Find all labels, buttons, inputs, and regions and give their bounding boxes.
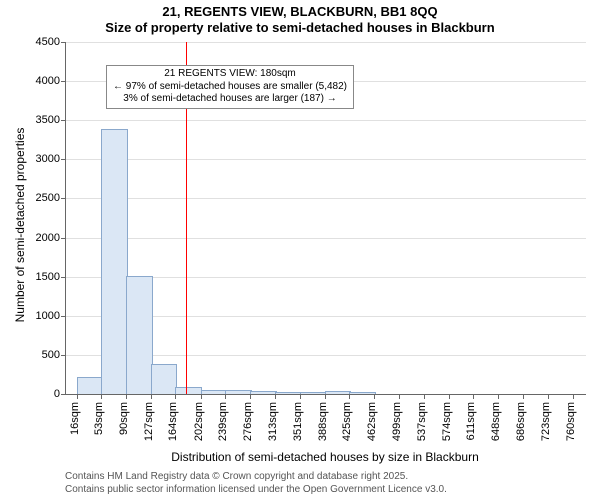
xtick-mark <box>548 394 549 399</box>
gridline <box>66 198 586 199</box>
xtick-mark <box>250 394 251 399</box>
histogram-bar <box>151 364 178 394</box>
xtick-label: 574sqm <box>441 402 453 441</box>
xtick-label: 127sqm <box>143 402 155 441</box>
histogram-bar <box>300 392 327 394</box>
histogram-bar <box>101 129 128 394</box>
annotation-line1: 21 REGENTS VIEW: 180sqm <box>113 68 347 81</box>
xtick-label: 537sqm <box>416 402 428 441</box>
gridline <box>66 238 586 239</box>
chart-container: 21, REGENTS VIEW, BLACKBURN, BB1 8QQ Siz… <box>0 0 600 500</box>
xtick-label: 648sqm <box>490 402 502 441</box>
ytick-label: 4000 <box>36 75 60 87</box>
chart-subtitle: Size of property relative to semi-detach… <box>0 20 600 35</box>
ytick-label: 3000 <box>36 153 60 165</box>
ytick-label: 2000 <box>36 232 60 244</box>
ytick-mark <box>61 316 66 317</box>
footer-line2: Contains public sector information licen… <box>65 483 447 496</box>
ytick-mark <box>61 355 66 356</box>
xtick-label: 16sqm <box>69 402 81 435</box>
ytick-label: 1000 <box>36 310 60 322</box>
gridline <box>66 42 586 43</box>
xtick-mark <box>523 394 524 399</box>
histogram-bar <box>349 392 376 394</box>
histogram-bar <box>175 387 202 394</box>
xtick-label: 239sqm <box>217 402 229 441</box>
ytick-mark <box>61 394 66 395</box>
gridline <box>66 159 586 160</box>
xtick-label: 686sqm <box>515 402 527 441</box>
ytick-label: 3500 <box>36 114 60 126</box>
xtick-mark <box>101 394 102 399</box>
xtick-label: 499sqm <box>391 402 403 441</box>
annotation-box: 21 REGENTS VIEW: 180sqm ← 97% of semi-de… <box>106 65 354 109</box>
ytick-mark <box>61 277 66 278</box>
ytick-mark <box>61 238 66 239</box>
histogram-bar <box>275 392 302 394</box>
chart-title-address: 21, REGENTS VIEW, BLACKBURN, BB1 8QQ <box>0 4 600 19</box>
xtick-mark <box>374 394 375 399</box>
xtick-label: 425sqm <box>341 402 353 441</box>
xtick-mark <box>77 394 78 399</box>
ytick-mark <box>61 120 66 121</box>
histogram-bar <box>250 391 277 394</box>
gridline <box>66 120 586 121</box>
xtick-mark <box>498 394 499 399</box>
xtick-label: 351sqm <box>292 402 304 441</box>
ytick-label: 4500 <box>36 36 60 48</box>
xtick-label: 462sqm <box>366 402 378 441</box>
xtick-label: 760sqm <box>565 402 577 441</box>
xtick-mark <box>325 394 326 399</box>
xtick-mark <box>399 394 400 399</box>
histogram-bar <box>325 391 352 394</box>
xtick-mark <box>349 394 350 399</box>
ytick-mark <box>61 81 66 82</box>
xtick-label: 202sqm <box>193 402 205 441</box>
xtick-mark <box>573 394 574 399</box>
y-axis-label: Number of semi-detached properties <box>13 125 27 325</box>
xtick-mark <box>449 394 450 399</box>
xtick-mark <box>300 394 301 399</box>
ytick-mark <box>61 42 66 43</box>
ytick-mark <box>61 198 66 199</box>
plot-area: 21 REGENTS VIEW: 180sqm ← 97% of semi-de… <box>65 42 586 395</box>
xtick-mark <box>225 394 226 399</box>
footer-line1: Contains HM Land Registry data © Crown c… <box>65 470 447 483</box>
xtick-mark <box>424 394 425 399</box>
ytick-label: 500 <box>42 349 60 361</box>
footer-attribution: Contains HM Land Registry data © Crown c… <box>65 470 447 496</box>
histogram-bar <box>77 377 104 394</box>
xtick-mark <box>473 394 474 399</box>
x-axis-label: Distribution of semi-detached houses by … <box>65 450 585 464</box>
annotation-line2: ← 97% of semi-detached houses are smalle… <box>113 81 347 94</box>
xtick-mark <box>175 394 176 399</box>
xtick-label: 723sqm <box>540 402 552 441</box>
xtick-label: 53sqm <box>93 402 105 435</box>
xtick-mark <box>275 394 276 399</box>
ytick-label: 1500 <box>36 271 60 283</box>
xtick-label: 90sqm <box>118 402 130 435</box>
annotation-line3: 3% of semi-detached houses are larger (1… <box>113 93 347 106</box>
xtick-mark <box>201 394 202 399</box>
xtick-label: 313sqm <box>267 402 279 441</box>
histogram-bar <box>201 390 228 394</box>
histogram-bar <box>225 390 252 394</box>
ytick-mark <box>61 159 66 160</box>
histogram-bar <box>126 276 153 394</box>
xtick-label: 388sqm <box>317 402 329 441</box>
ytick-label: 0 <box>54 388 60 400</box>
ytick-label: 2500 <box>36 192 60 204</box>
xtick-mark <box>126 394 127 399</box>
xtick-label: 611sqm <box>465 402 477 440</box>
xtick-label: 164sqm <box>167 402 179 441</box>
xtick-label: 276sqm <box>242 402 254 441</box>
xtick-mark <box>151 394 152 399</box>
